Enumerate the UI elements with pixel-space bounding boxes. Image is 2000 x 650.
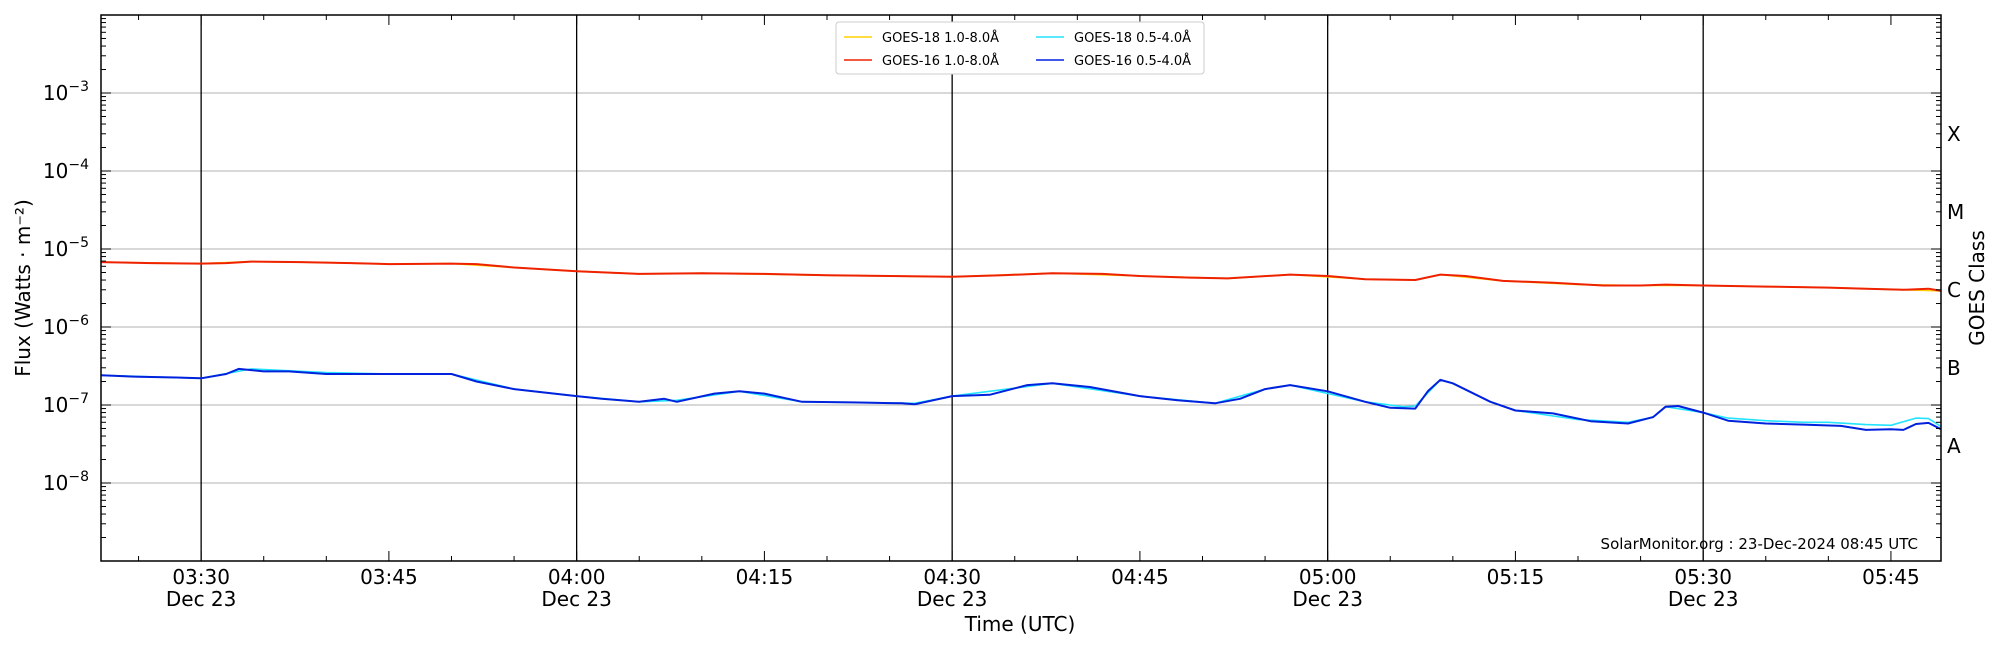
x-tick-date-label: Dec 23	[1292, 587, 1363, 611]
legend: GOES-18 1.0-8.0Å GOES-18 0.5-4.0Å GOES-16 …	[835, 21, 1205, 75]
x-tick-date-label: Dec 23	[917, 587, 988, 611]
x-tick-label: 04:00	[548, 565, 606, 589]
x-tick-date-label: Dec 23	[166, 587, 237, 611]
axis-ticks	[101, 15, 1941, 562]
x-tick-date-label: Dec 23	[541, 587, 612, 611]
x-tick-label: 05:45	[1862, 565, 1920, 589]
x-tick-label: 04:45	[1111, 565, 1169, 589]
series-line	[100, 260, 1942, 292]
grid-lines	[101, 92, 1941, 484]
x-tick-label: 05:15	[1487, 565, 1545, 589]
legend-box	[835, 21, 1205, 75]
x-tick-label: 03:45	[360, 565, 418, 589]
goes-class-label: C	[1947, 278, 1961, 302]
goes-class-label: A	[1947, 434, 1961, 458]
x-tick-label: 05:00	[1299, 565, 1357, 589]
x-tick-label: 04:15	[736, 565, 794, 589]
x-tick-label: 05:30	[1674, 565, 1732, 589]
legend-entry-label: GOES-18 1.0-8.0Å	[882, 30, 999, 46]
x-tick-label: 04:30	[923, 565, 981, 589]
right-axis-label: GOES Class	[1965, 230, 1989, 346]
goes-class-label: X	[1947, 122, 1961, 146]
x-axis-label: Time (UTC)	[964, 612, 1076, 636]
legend-entry-label: GOES-18 0.5-4.0Å	[1074, 30, 1191, 46]
goes-class-label: B	[1947, 356, 1961, 380]
series-lines	[100, 260, 1942, 431]
day-vertical-lines	[200, 15, 1704, 561]
x-tick-label: 03:30	[172, 565, 230, 589]
credit-text: SolarMonitor.org : 23-Dec-2024 08:45 UTC	[1601, 535, 1918, 553]
series-line	[100, 367, 1942, 431]
legend-entry-label: GOES-16 0.5-4.0Å	[1074, 53, 1191, 69]
x-tick-date-label: Dec 23	[1668, 587, 1739, 611]
plot-frame	[100, 14, 1942, 562]
y-axis-label: Flux (Watts · m⁻²)	[11, 199, 35, 377]
legend-entry-label: GOES-16 1.0-8.0Å	[882, 53, 999, 69]
goes-class-labels: A B C M X	[1947, 122, 1964, 458]
goes-class-label: M	[1947, 200, 1964, 224]
